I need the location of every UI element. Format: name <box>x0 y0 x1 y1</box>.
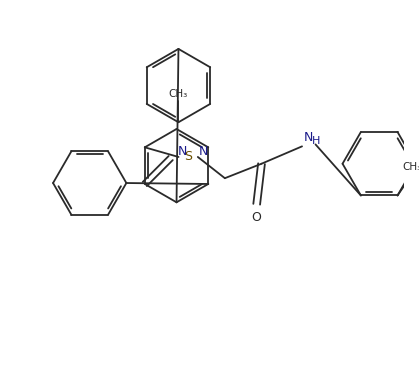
Text: N: N <box>304 131 313 144</box>
Text: S: S <box>184 150 192 163</box>
Text: CH₃: CH₃ <box>402 161 419 171</box>
Text: H: H <box>312 135 320 146</box>
Text: N: N <box>178 145 187 158</box>
Text: N: N <box>199 145 208 158</box>
Text: O: O <box>252 211 261 224</box>
Text: CH₃: CH₃ <box>169 89 188 99</box>
